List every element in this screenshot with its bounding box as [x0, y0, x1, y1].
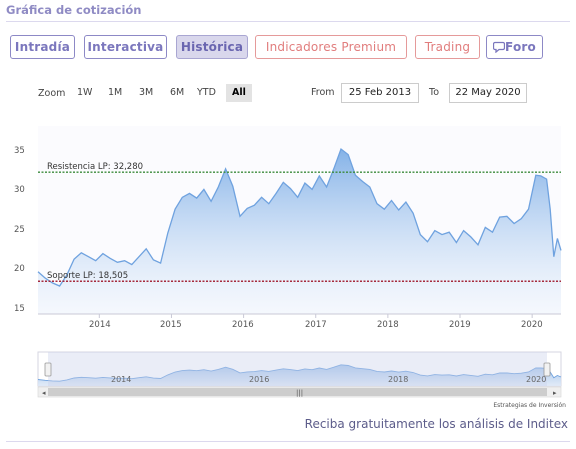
resistance-label: Resistencia LP: 32,280	[47, 162, 143, 172]
price-line	[37, 147, 562, 287]
navigator-selection	[48, 352, 547, 386]
tab-trading[interactable]: Trading	[415, 35, 480, 59]
from-label: From	[311, 87, 335, 98]
support-resistance-lines: Resistencia LP: 32,280 Soporte LP: 18,505	[38, 162, 561, 282]
scroll-left-arrow-icon[interactable]: ◂	[42, 389, 46, 397]
tab-interactiva[interactable]: Interactiva	[84, 35, 167, 59]
navigator-tick-2014: 2014	[111, 375, 132, 384]
zoom-1w-button[interactable]: 1W	[77, 87, 93, 98]
chart-credit[interactable]: Estrategias de Inversión	[493, 402, 566, 409]
zoom-1m-button[interactable]: 1M	[108, 87, 123, 98]
y-tick-25: 25	[14, 225, 25, 235]
tab-foro[interactable]: Foro	[486, 35, 543, 59]
zoom-3m-button[interactable]: 3M	[139, 87, 154, 98]
zoom-label: Zoom	[38, 88, 66, 99]
header-divider	[6, 21, 570, 22]
zoom-ytd-button[interactable]: YTD	[197, 87, 216, 98]
scroll-right-arrow-icon[interactable]: ▸	[553, 389, 557, 397]
promo-link[interactable]: Reciba gratuitamente los análisis de Ind…	[304, 417, 568, 431]
price-area	[38, 149, 561, 314]
chat-bubble-icon	[492, 38, 506, 60]
scrollbar-thumb[interactable]	[48, 388, 547, 396]
scrollbar-grip-icon: |||	[296, 389, 303, 397]
y-tick-15: 15	[14, 304, 25, 314]
x-tick-2014: 2014	[89, 320, 111, 330]
tab-foro-label: Foro	[505, 40, 536, 54]
chart-section-title: Gráfica de cotización	[6, 3, 142, 17]
navigator[interactable]	[37, 351, 562, 387]
navigator-right-handle[interactable]	[543, 362, 551, 377]
y-tick-35: 35	[14, 146, 25, 156]
x-tick-2016: 2016	[232, 320, 254, 330]
navigator-left-handle[interactable]	[44, 362, 52, 377]
to-label: To	[429, 87, 440, 98]
x-tick-2017: 2017	[305, 320, 327, 330]
scrollbar[interactable]: ◂ ▸ |||	[37, 386, 562, 398]
to-date-input[interactable]: 22 May 2020	[449, 83, 527, 103]
zoom-all-button[interactable]: All	[226, 84, 252, 102]
y-tick-30: 30	[14, 185, 25, 195]
x-tick-2019: 2019	[449, 320, 471, 330]
y-tick-20: 20	[14, 264, 25, 274]
zoom-6m-button[interactable]: 6M	[170, 87, 185, 98]
x-tick-2020: 2020	[521, 320, 543, 330]
tab-indicadores-premium[interactable]: Indicadores Premium	[255, 35, 407, 59]
navigator-tick-2016: 2016	[249, 375, 270, 384]
navigator-tick-2020: 2020	[526, 375, 547, 384]
tab-intradia[interactable]: Intradía	[10, 35, 75, 59]
navigator-area	[38, 364, 561, 386]
footer-divider	[6, 441, 570, 442]
navigator-line	[37, 364, 562, 382]
x-tick-2018: 2018	[377, 320, 399, 330]
from-date-input[interactable]: 25 Feb 2013	[341, 83, 419, 103]
support-label: Soporte LP: 18,505	[47, 271, 128, 281]
x-axis-ticks	[98, 314, 533, 318]
navigator-tick-2018: 2018	[388, 375, 409, 384]
tab-historica[interactable]: Histórica	[176, 35, 248, 59]
x-tick-2015: 2015	[160, 320, 182, 330]
price-chart[interactable]: Resistencia LP: 32,280 Soporte LP: 18,505…	[0, 0, 576, 400]
